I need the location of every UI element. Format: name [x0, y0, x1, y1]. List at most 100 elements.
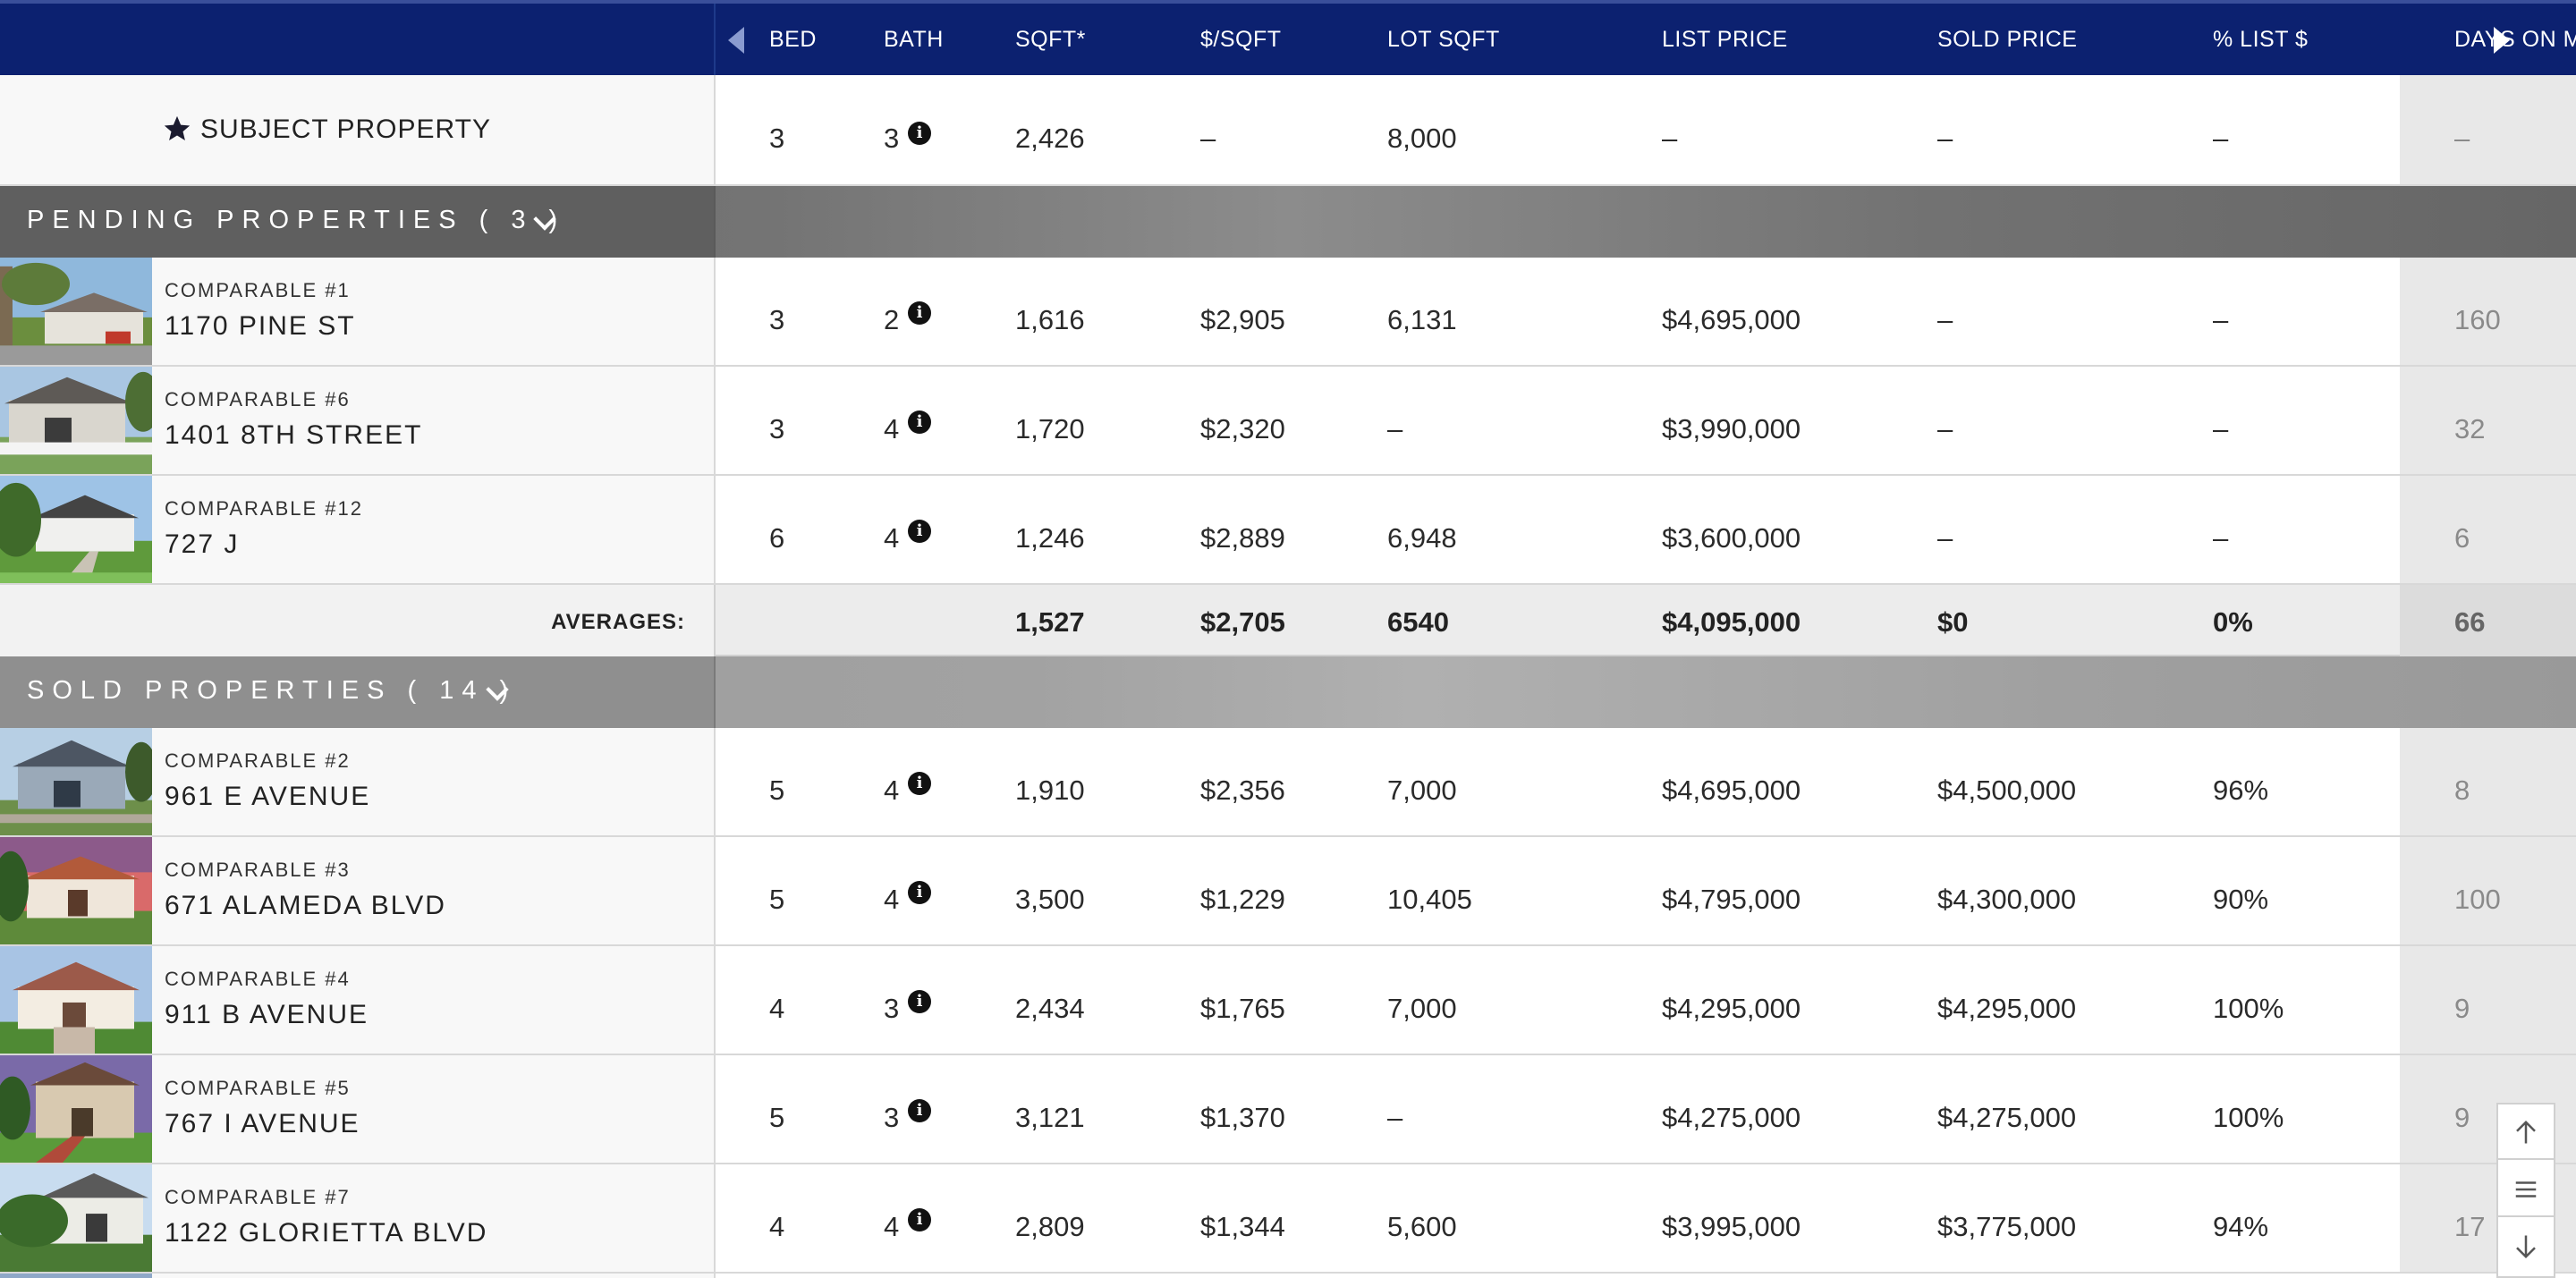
property-photo[interactable] [0, 1164, 152, 1272]
info-icon[interactable]: i [908, 881, 931, 904]
cell-dom: 6 [2454, 522, 2470, 554]
sold-section-title[interactable]: SOLD PROPERTIES ( 14 ) [27, 676, 517, 705]
cell-dom: 9 [2454, 993, 2470, 1024]
info-icon[interactable]: i [908, 410, 931, 434]
avg-pct-list: 0% [2213, 606, 2253, 638]
comp-label: COMPARABLE #1 [165, 279, 351, 301]
property-photo[interactable] [0, 1055, 152, 1163]
info-icon[interactable]: i [908, 301, 931, 325]
cell-bed: 4 [769, 993, 785, 1024]
pending-section-title[interactable]: PENDING PROPERTIES ( 3 ) [27, 206, 566, 234]
menu-button[interactable] [2498, 1162, 2554, 1217]
property-photo [0, 1274, 152, 1278]
table-row[interactable]: COMPARABLE #12 727 J 6 4 i 1,246 $2,889 … [0, 476, 2576, 585]
comp-address[interactable]: 911 B AVENUE [165, 1000, 369, 1029]
comp-address[interactable]: 671 ALAMEDA BLVD [165, 891, 446, 920]
cell-bath: 4 [884, 1211, 900, 1242]
info-icon[interactable]: i [908, 122, 931, 145]
col-head-list-price[interactable]: LIST PRICE [1662, 27, 1788, 52]
scroll-up-button[interactable] [2498, 1104, 2554, 1160]
dom-cell [2400, 476, 2576, 583]
col-head-sold-price[interactable]: SOLD PRICE [1937, 27, 2078, 52]
scroll-down-button[interactable] [2498, 1219, 2554, 1274]
comp-address[interactable]: 767 I AVENUE [165, 1109, 360, 1138]
cell-bath: 3 [884, 993, 900, 1024]
col-head-days-on-market[interactable]: DAYS ON MI [2454, 27, 2576, 52]
pending-section-header[interactable]: PENDING PROPERTIES ( 3 ) [0, 186, 2576, 258]
col-head-lot-sqft[interactable]: LOT SQFT [1387, 27, 1500, 52]
cell-bed: 3 [769, 304, 785, 335]
info-icon[interactable]: i [908, 772, 931, 795]
cell-bath: 2 [884, 304, 900, 335]
sold-section-header[interactable]: SOLD PROPERTIES ( 14 ) [0, 656, 2576, 728]
dom-cell [2400, 367, 2576, 474]
property-cell: COMPARABLE #7 1122 GLORIETTA BLVD [0, 1164, 716, 1272]
cell-pct-list: – [2213, 413, 2229, 444]
property-cell: COMPARABLE #1 1170 PINE ST [0, 258, 716, 365]
cell-lot-sqft: 6,948 [1387, 522, 1457, 554]
property-photo[interactable] [0, 837, 152, 944]
property-photo[interactable] [0, 946, 152, 1054]
cell-dom: 160 [2454, 304, 2501, 335]
info-icon[interactable]: i [908, 1099, 931, 1122]
cell-sold-price: $3,775,000 [1937, 1211, 2077, 1242]
cell-price-per-sqft: $2,905 [1200, 304, 1285, 335]
subject-label-cell: SUBJECT PROPERTY [0, 75, 716, 184]
info-icon[interactable]: i [908, 520, 931, 543]
cell-bed: 5 [769, 1102, 785, 1133]
avg-price-per-sqft: $2,705 [1200, 606, 1285, 638]
cell-list-price: $4,695,000 [1662, 304, 1801, 335]
table-row[interactable]: COMPARABLE #4 911 B AVENUE 4 3 i 2,434 $… [0, 946, 2576, 1055]
col-head-bed[interactable]: BED [769, 27, 817, 52]
table-row[interactable]: COMPARABLE #7 1122 GLORIETTA BLVD 4 4 i … [0, 1164, 2576, 1274]
subject-label: SUBJECT PROPERTY [200, 114, 491, 144]
cell-sqft: 1,246 [1015, 522, 1085, 554]
cell-sold-price: – [1937, 304, 1953, 335]
table-row[interactable]: COMPARABLE #3 671 ALAMEDA BLVD 5 4 i 3,5… [0, 837, 2576, 946]
property-photo[interactable] [0, 728, 152, 835]
cell-price-per-sqft: $1,370 [1200, 1102, 1285, 1133]
comp-address[interactable]: 1401 8TH STREET [165, 420, 423, 450]
info-icon[interactable]: i [908, 990, 931, 1013]
col-head-sqft[interactable]: SQFT* [1015, 27, 1086, 52]
avg-lot-sqft: 6540 [1387, 606, 1449, 638]
property-photo[interactable] [0, 258, 152, 365]
cell-bed: 6 [769, 522, 785, 554]
cell-lot-sqft: – [1387, 413, 1403, 444]
cell-pct-list: – [2213, 522, 2229, 554]
cell-pct-list: 94% [2213, 1211, 2269, 1242]
cell-sqft: 2,434 [1015, 993, 1085, 1024]
triangle-right-icon[interactable] [2494, 27, 2510, 54]
comp-address[interactable]: 1122 GLORIETTA BLVD [165, 1218, 488, 1248]
table-row[interactable]: COMPARABLE #5 767 I AVENUE 5 3 i 3,121 $… [0, 1055, 2576, 1164]
avg-sqft: 1,527 [1015, 606, 1085, 638]
col-head-price-per-sqft[interactable]: $/SQFT [1200, 27, 1282, 52]
table-row[interactable]: COMPARABLE #6 1401 8TH STREET 3 4 i 1,72… [0, 367, 2576, 476]
comp-label: COMPARABLE #4 [165, 968, 351, 990]
cell-bath: 4 [884, 884, 900, 915]
cell-sold-price: $4,300,000 [1937, 884, 2077, 915]
subject-bath: 3 [884, 123, 900, 154]
col-head-bath[interactable]: BATH [884, 27, 944, 52]
comp-address[interactable]: 961 E AVENUE [165, 782, 371, 811]
property-cell: COMPARABLE #12 727 J [0, 476, 716, 583]
col-head-pct-list[interactable]: % LIST $ [2213, 27, 2309, 52]
comp-address[interactable]: 1170 PINE ST [165, 311, 356, 341]
property-photo[interactable] [0, 367, 152, 474]
cell-sqft: 2,809 [1015, 1211, 1085, 1242]
comp-label: COMPARABLE #3 [165, 859, 351, 881]
table-row[interactable]: COMPARABLE #2 961 E AVENUE 5 4 i 1,910 $… [0, 728, 2576, 837]
cell-dom: 8 [2454, 774, 2470, 806]
cell-lot-sqft: 7,000 [1387, 774, 1457, 806]
table-row[interactable]: COMPARABLE #1 1170 PINE ST 3 2 i 1,616 $… [0, 258, 2576, 367]
arrow-down-icon [2516, 1235, 2536, 1259]
property-photo[interactable] [0, 476, 152, 583]
cell-sqft: 3,121 [1015, 1102, 1085, 1133]
triangle-left-icon[interactable] [728, 27, 744, 54]
property-cell: COMPARABLE #5 767 I AVENUE [0, 1055, 716, 1163]
cell-lot-sqft: 5,600 [1387, 1211, 1457, 1242]
comp-address[interactable]: 727 J [165, 529, 240, 559]
info-icon[interactable]: i [908, 1208, 931, 1231]
subject-pct-list: – [2213, 123, 2229, 154]
